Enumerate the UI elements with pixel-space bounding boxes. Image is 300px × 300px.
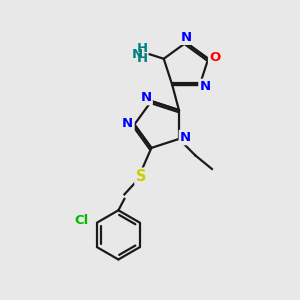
Text: Cl: Cl [74, 214, 89, 227]
Text: N: N [122, 116, 134, 130]
Text: N: N [200, 80, 211, 93]
Text: H: H [137, 42, 148, 56]
Text: N: N [140, 91, 152, 104]
Text: N: N [180, 131, 191, 144]
Text: N: N [180, 31, 192, 44]
Text: S: S [136, 169, 146, 184]
Text: H: H [137, 52, 148, 65]
Text: N: N [132, 48, 143, 61]
Text: O: O [209, 51, 220, 64]
